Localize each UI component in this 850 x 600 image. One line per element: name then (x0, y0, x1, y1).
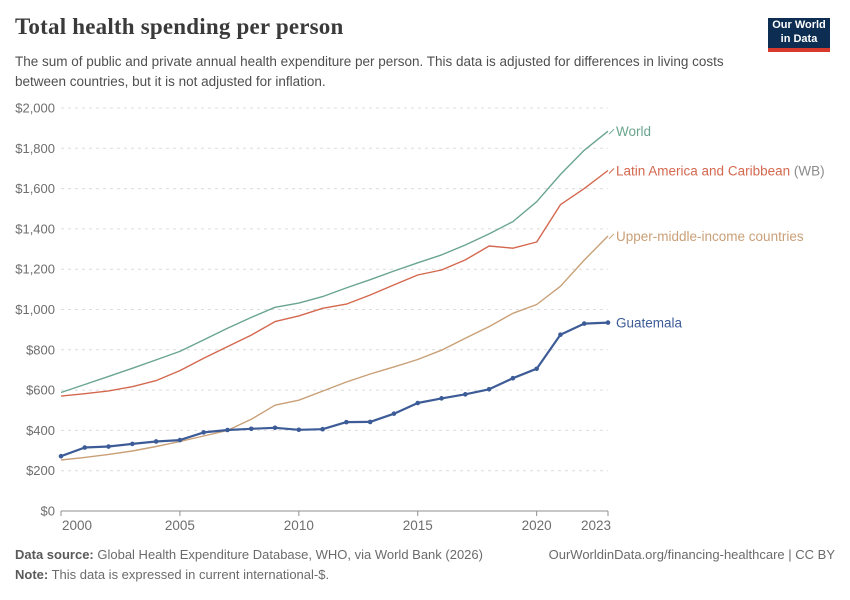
data-source-text: Global Health Expenditure Database, WHO,… (93, 547, 483, 562)
data-point-marker[interactable] (130, 441, 135, 447)
x-tick-label: 2010 (284, 518, 314, 533)
data-point-marker[interactable] (201, 430, 206, 435)
x-tick-label: 2020 (522, 518, 552, 533)
y-tick-label: $400 (26, 423, 55, 438)
y-tick-label: $1,400 (15, 221, 55, 236)
data-point-marker[interactable] (367, 419, 373, 425)
series-line-guatemala[interactable] (60, 321, 609, 458)
series-line-upper-middle-income-countries[interactable] (60, 235, 609, 461)
data-point-marker[interactable] (272, 425, 278, 431)
y-tick-label: $1,600 (15, 181, 55, 196)
series-label-upper-middle-income-countries[interactable]: Upper-middle-income countries (616, 228, 804, 243)
data-point-marker[interactable] (415, 400, 421, 406)
series-label-connector (608, 128, 615, 135)
note-text: This data is expressed in current intern… (48, 567, 330, 582)
data-point-marker[interactable] (486, 386, 492, 392)
note-label: Note: (15, 567, 49, 582)
owid-logo-line1: Our World (772, 19, 826, 32)
y-tick-label: $800 (26, 342, 55, 357)
owid-logo[interactable]: Our World in Data (768, 18, 830, 48)
owid-logo-line2: in Data (780, 33, 818, 45)
x-tick-label: 2005 (165, 518, 195, 533)
series-line-latin-america-and-caribbean[interactable] (60, 169, 609, 397)
y-tick-label: $1,000 (15, 302, 55, 317)
data-point-marker[interactable] (296, 427, 302, 433)
data-point-marker[interactable] (344, 419, 349, 425)
owid-logo-accent-bar (768, 48, 830, 52)
data-point-marker[interactable] (581, 321, 587, 326)
series-line-world[interactable] (60, 130, 609, 394)
data-point-marker[interactable] (225, 427, 230, 433)
data-point-marker[interactable] (177, 437, 183, 443)
y-tick-label: $200 (26, 463, 55, 478)
chart-title: Total health spending per person (15, 14, 344, 39)
data-point-marker[interactable] (534, 366, 539, 372)
y-tick-label: $0 (41, 504, 55, 519)
data-point-marker[interactable] (558, 332, 563, 337)
series-label-guatemala[interactable]: Guatemala (616, 315, 683, 330)
y-tick-label: $600 (26, 383, 55, 398)
data-point-marker[interactable] (153, 439, 159, 444)
series-label-connector (608, 168, 615, 174)
chart-subtitle: The sum of public and private annual hea… (15, 54, 724, 89)
series-label-latin-america-and-caribbean[interactable]: Latin America and Caribbean (WB) (616, 163, 825, 178)
y-tick-label: $2,000 (15, 101, 55, 116)
data-point-marker[interactable] (605, 320, 611, 325)
x-tick-label: 2000 (62, 518, 92, 533)
data-point-marker[interactable] (58, 453, 64, 459)
y-tick-label: $1,200 (15, 262, 55, 277)
data-point-marker[interactable] (439, 396, 444, 401)
data-point-marker[interactable] (391, 411, 397, 416)
data-source-line: Data source: Global Health Expenditure D… (15, 545, 483, 565)
data-point-marker[interactable] (463, 392, 468, 397)
series-label-connector (608, 233, 615, 240)
x-tick-label: 2015 (403, 518, 433, 533)
data-source-label: Data source: (15, 547, 94, 562)
series-label-world[interactable]: World (616, 124, 651, 139)
y-tick-label: $1,800 (15, 141, 55, 156)
owid-citation-link[interactable]: OurWorldinData.org/financing-healthcare … (548, 547, 835, 562)
data-point-marker[interactable] (510, 375, 516, 381)
data-point-marker[interactable] (106, 444, 111, 449)
data-point-marker[interactable] (248, 426, 254, 432)
data-point-marker[interactable] (320, 426, 325, 432)
data-point-marker[interactable] (82, 445, 88, 450)
x-tick-label: 2023 (581, 518, 611, 533)
chart-footer: Data source: Global Health Expenditure D… (15, 545, 835, 585)
